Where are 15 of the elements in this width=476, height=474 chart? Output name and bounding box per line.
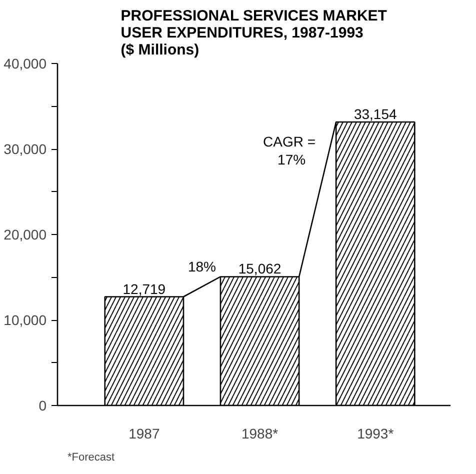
text: *Forecast (68, 452, 115, 464)
x-tick-label: 1993* (357, 426, 394, 442)
x-tick-label: 1987 (128, 426, 160, 442)
annotation: CAGR = 17% (263, 133, 316, 168)
y-tick-label: 0 (38, 398, 47, 414)
data-label: 33,154 (354, 106, 397, 122)
y-tick-label: 40,000 (4, 56, 47, 72)
y-tick-label: 30,000 (4, 141, 47, 157)
annotation: 18% (188, 258, 216, 275)
x-tick-label: 1988* (241, 426, 279, 442)
y-tick-label: 20,000 (4, 226, 47, 242)
data-label: 15,062 (238, 260, 282, 277)
data-label: 12,719 (122, 280, 166, 297)
y-tick-label: 10,000 (4, 312, 47, 328)
chart-title: PROFESSIONAL SERVICES MARKET USER EXPENDITURES, 1987-1993 ($ Millions) (120, 8, 387, 58)
